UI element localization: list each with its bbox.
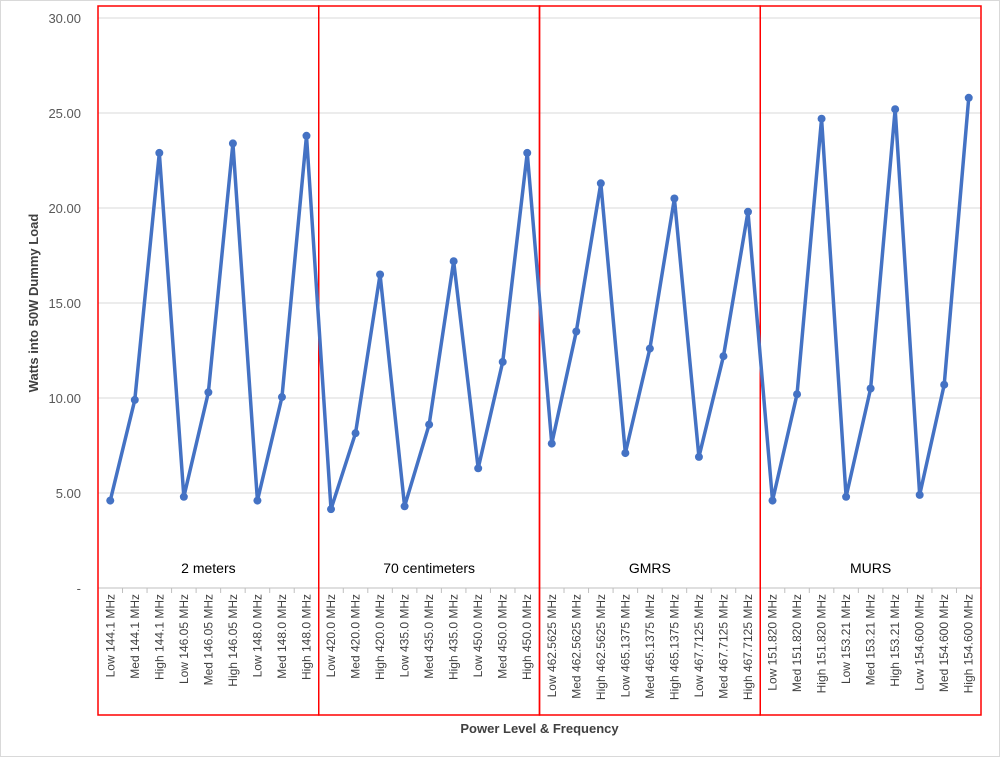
data-point <box>891 105 900 114</box>
data-point <box>743 207 752 216</box>
data-point <box>498 357 507 366</box>
data-point <box>940 380 949 389</box>
data-point <box>547 439 556 448</box>
x-tick-label: Low 462.5625 MHz <box>545 594 559 697</box>
data-point <box>228 139 237 148</box>
x-tick-label: High 467.7125 MHz <box>741 594 755 700</box>
data-point <box>351 429 360 438</box>
y-axis-title: Watts into 50W Dummy Load <box>26 214 41 393</box>
data-point <box>793 390 802 399</box>
x-tick-label: High 462.5625 MHz <box>594 594 608 700</box>
data-point <box>915 490 924 499</box>
x-tick-label: Med 462.5625 MHz <box>569 594 583 699</box>
x-tick-label: High 420.0 MHz <box>373 594 387 680</box>
group-label: GMRS <box>629 560 671 576</box>
data-point <box>866 384 875 393</box>
x-tick-label: Med 148.0 MHz <box>275 594 289 679</box>
data-point <box>277 393 286 402</box>
data-point <box>155 148 164 157</box>
y-tick-label: 20.00 <box>48 201 81 216</box>
x-tick-label: Low 144.1 MHz <box>103 594 117 677</box>
x-tick-label: Med 151.820 MHz <box>790 594 804 692</box>
x-tick-label: Low 153.21 MHz <box>839 594 853 684</box>
data-point <box>376 270 385 279</box>
data-point <box>179 492 188 501</box>
data-point <box>400 502 409 511</box>
x-tick-label: Low 420.0 MHz <box>324 594 338 677</box>
x-tick-label: Low 151.820 MHz <box>766 594 780 691</box>
x-tick-label: High 151.820 MHz <box>815 594 829 693</box>
x-tick-label: Med 435.0 MHz <box>422 594 436 679</box>
x-axis-title: Power Level & Frequency <box>460 721 619 736</box>
x-tick-label: Med 450.0 MHz <box>496 594 510 679</box>
data-point <box>719 352 728 361</box>
x-tick-label: Low 465.1375 MHz <box>618 594 632 697</box>
x-tick-label: Low 154.600 MHz <box>913 594 927 691</box>
y-tick-label: 15.00 <box>48 296 81 311</box>
data-point <box>842 492 851 501</box>
data-point <box>670 194 679 203</box>
series-line <box>108 97 971 511</box>
x-tick-label: Low 435.0 MHz <box>398 594 412 677</box>
group-label: 2 meters <box>181 560 235 576</box>
x-tick-label: Med 154.600 MHz <box>937 594 951 692</box>
x-tick-label: Med 467.7125 MHz <box>716 594 730 699</box>
y-tick-label: 10.00 <box>48 391 81 406</box>
x-tick-label: High 435.0 MHz <box>447 594 461 680</box>
data-point <box>302 131 311 140</box>
x-tick-label: Med 420.0 MHz <box>349 594 363 679</box>
data-point <box>204 388 213 397</box>
data-point <box>645 344 654 353</box>
data-point <box>253 496 262 505</box>
x-tick-label: Med 465.1375 MHz <box>643 594 657 699</box>
data-point <box>694 452 703 461</box>
data-point <box>130 395 139 404</box>
data-point <box>523 148 532 157</box>
x-tick-label: High 153.21 MHz <box>888 594 902 687</box>
data-point <box>964 93 973 102</box>
x-tick-label: High 154.600 MHz <box>962 594 976 693</box>
y-tick-label: 25.00 <box>48 106 81 121</box>
x-tick-label: High 146.05 MHz <box>226 594 240 687</box>
x-tick-label: Low 146.05 MHz <box>177 594 191 684</box>
data-point <box>572 327 581 336</box>
x-tick-label: High 144.1 MHz <box>152 594 166 680</box>
x-tick-label: Low 148.0 MHz <box>250 594 264 677</box>
x-tick-label: Med 146.05 MHz <box>201 594 215 685</box>
x-tick-label: Low 450.0 MHz <box>471 594 485 677</box>
data-point <box>106 496 115 505</box>
y-tick-label: 5.00 <box>56 486 81 501</box>
y-tick-label: - <box>77 581 81 596</box>
x-tick-label: Low 467.7125 MHz <box>692 594 706 697</box>
group-label: 70 centimeters <box>383 560 475 576</box>
data-point <box>327 505 336 514</box>
data-point <box>817 114 826 123</box>
data-point <box>596 179 605 188</box>
x-tick-label: High 465.1375 MHz <box>667 594 681 700</box>
group-label: MURS <box>850 560 891 576</box>
data-point <box>474 464 483 473</box>
data-point <box>449 257 458 266</box>
data-point <box>425 420 434 429</box>
x-tick-label: Med 153.21 MHz <box>864 594 878 685</box>
data-point <box>768 496 777 505</box>
x-tick-label: High 450.0 MHz <box>520 594 534 680</box>
data-point <box>621 449 630 458</box>
y-tick-label: 30.00 <box>48 11 81 26</box>
x-tick-label: High 148.0 MHz <box>299 594 313 680</box>
x-tick-label: Med 144.1 MHz <box>128 594 142 679</box>
